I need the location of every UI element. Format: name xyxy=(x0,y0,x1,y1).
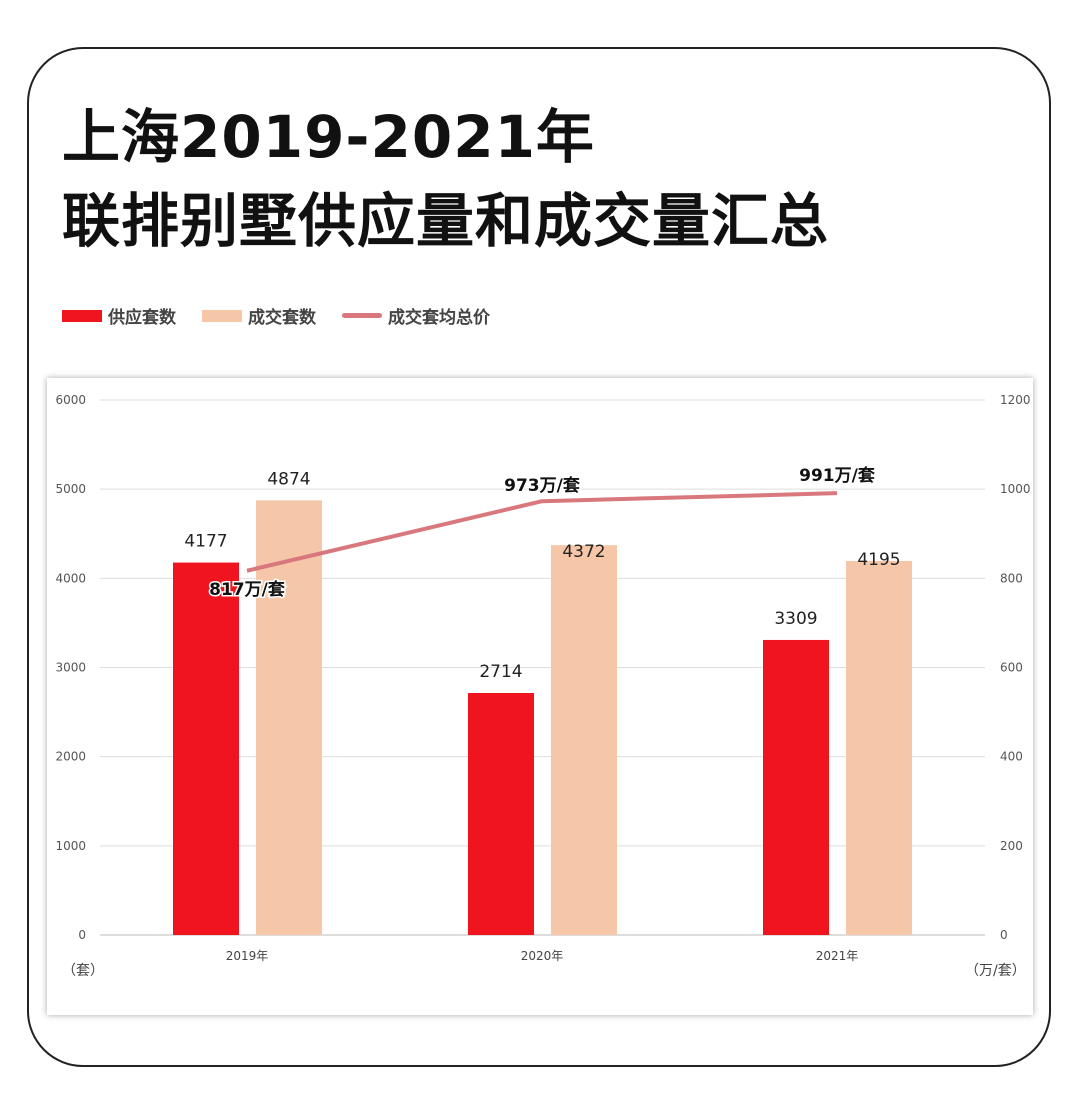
y-right-tick: 0 xyxy=(1000,928,1008,942)
y-left-tick: 5000 xyxy=(55,482,86,496)
legend-item-avg-price: 成交套均总价 xyxy=(342,303,490,328)
y-right-tick: 800 xyxy=(1000,571,1023,585)
legend-swatch-supply xyxy=(62,309,102,322)
data-label: 4372 xyxy=(562,542,605,562)
title-line-1: 上海2019-2021年 xyxy=(62,103,595,171)
legend-swatch-avg-price xyxy=(342,313,382,318)
data-label: 2714 xyxy=(479,662,522,682)
y-left-tick: 6000 xyxy=(55,393,86,407)
line-data-label: 973万/套 xyxy=(504,475,581,496)
data-label: 4177 xyxy=(184,532,227,552)
y-left-tick: 2000 xyxy=(55,750,86,764)
y-right-tick: 1200 xyxy=(1000,393,1031,407)
legend-label: 成交套均总价 xyxy=(388,308,490,328)
legend-item-supply: 供应套数 xyxy=(62,303,176,328)
legend-item-deals: 成交套数 xyxy=(202,303,316,328)
y-left-tick: 0 xyxy=(78,928,86,942)
data-label: 4874 xyxy=(267,469,310,489)
line-avg-price xyxy=(246,491,838,573)
bar-supply xyxy=(173,562,239,935)
legend-label: 成交套数 xyxy=(248,308,316,328)
card-frame xyxy=(27,47,1051,1067)
bar-supply xyxy=(763,639,829,935)
y-left-tick: 4000 xyxy=(55,571,86,585)
bar-deals xyxy=(551,545,617,935)
legend-swatch-deals xyxy=(202,309,242,322)
bar-deals xyxy=(846,560,912,935)
y-right-tick: 200 xyxy=(1000,839,1023,853)
y-right-tick: 600 xyxy=(1000,661,1023,675)
bar-supply xyxy=(468,693,534,935)
data-label: 4195 xyxy=(857,550,900,570)
legend: 供应套数 成交套数 成交套均总价 xyxy=(62,303,516,328)
y-right-tick: 400 xyxy=(1000,750,1023,764)
line-data-label: 991万/套 xyxy=(799,465,876,486)
y-right-tick: 1000 xyxy=(1000,482,1031,496)
y-left-tick: 3000 xyxy=(55,661,86,675)
y-left-unit: （套） xyxy=(62,963,104,979)
title-line-2: 联排别墅供应量和成交量汇总 xyxy=(62,187,830,255)
y-right-unit: （万/套） xyxy=(965,963,1026,979)
x-tick: 2019年 xyxy=(226,949,269,963)
legend-label: 供应套数 xyxy=(108,308,176,328)
data-label: 3309 xyxy=(774,609,817,629)
y-left-tick: 1000 xyxy=(55,839,86,853)
line-data-label: 817万/套 xyxy=(209,579,286,600)
x-tick: 2021年 xyxy=(816,949,859,963)
bar-deals xyxy=(256,500,322,935)
x-tick: 2020年 xyxy=(521,949,564,963)
